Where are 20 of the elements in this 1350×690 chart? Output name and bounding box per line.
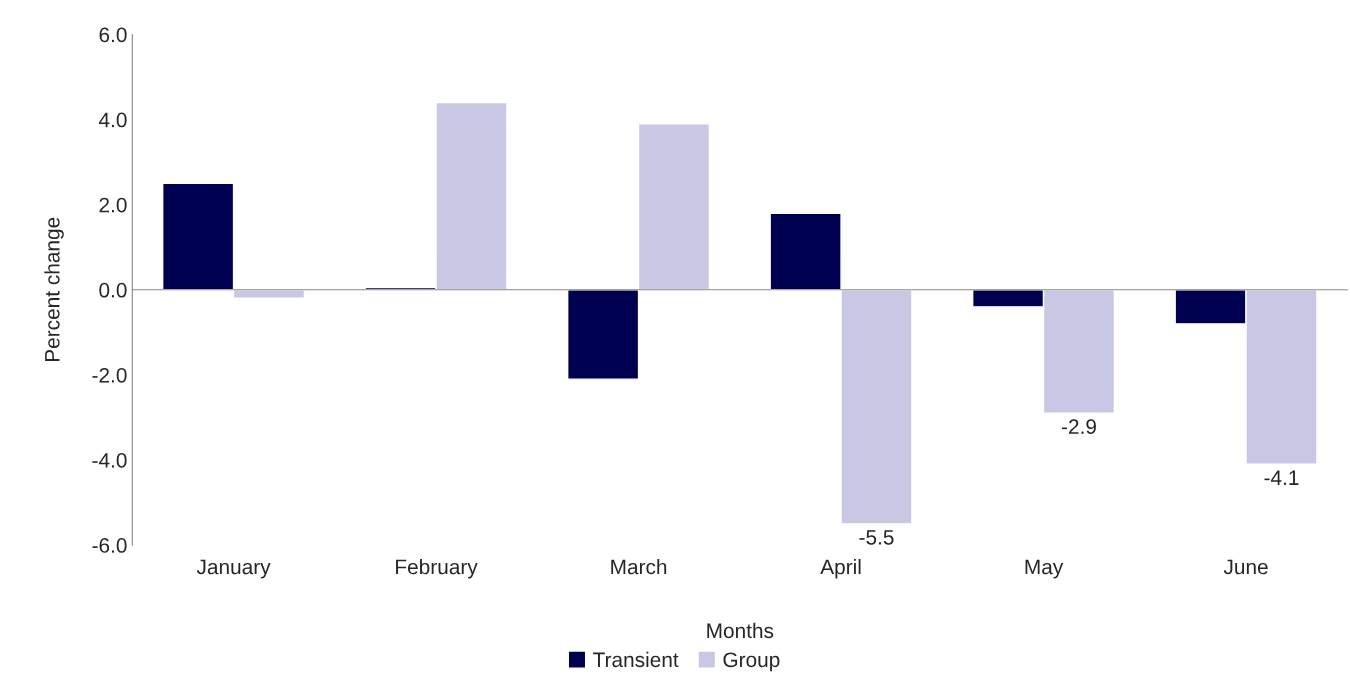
data-label: -2.9 [1061,419,1096,435]
x-axis-title: Months [707,622,774,639]
y-tick-label: 0.0 [99,282,127,298]
y-tick-label: -6.0 [92,538,127,553]
x-tick-label: June [1223,559,1268,575]
x-tick-label: March [611,558,667,575]
y-tick-label: 4.0 [98,112,127,128]
x-tick-label: January [196,559,271,579]
x-tick-label: February [396,558,478,579]
x-tick-label: May [1025,559,1064,579]
y-tick-label: 6.0 [99,27,127,43]
data-label: -4.1 [1264,470,1299,485]
x-tick-label: April [820,558,861,579]
data-label: -5.5 [859,530,894,545]
y-tick-label: 2.0 [99,197,127,213]
legend-label: Group [723,652,780,672]
legend-label: Transient [593,651,679,668]
y-axis-title: Percent change [44,217,64,362]
y-tick-label: -4.0 [92,453,127,468]
y-tick-label: -2.0 [92,367,127,383]
